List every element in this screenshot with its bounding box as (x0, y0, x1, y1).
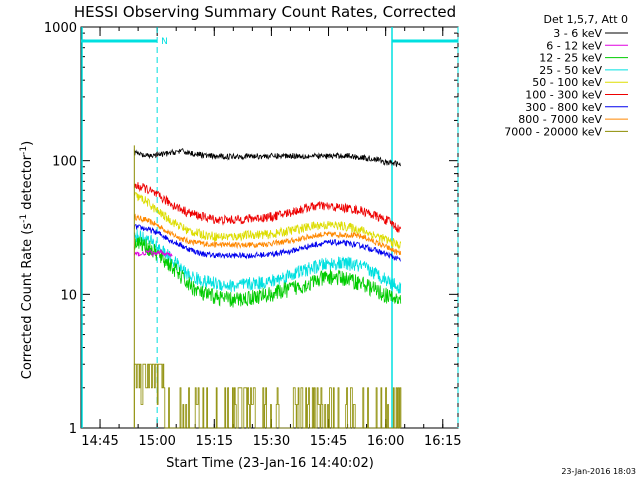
y-axis-label-main: Corrected Count Rate (s (20, 223, 35, 380)
series-line-7000-20000-keV (133, 363, 402, 429)
y-axis-label-sup1: -1 (19, 214, 29, 223)
attenuator-marker-label: N (161, 37, 168, 47)
footer-date: 23-Jan-2016 18:03 (561, 467, 636, 476)
y-tick-label: 1000 (44, 21, 77, 36)
legend-label: 100 - 300 keV (525, 89, 602, 102)
x-axis-label: Start Time (23-Jan-16 14:40:02) (166, 456, 374, 471)
y-axis-label: Corrected Count Rate (s-1 detector-1) (19, 141, 35, 379)
legend-label: 12 - 25 keV (539, 52, 602, 65)
chart-title: HESSI Observing Summary Count Rates, Cor… (74, 3, 456, 21)
y-axis-label-sup2: -1 (19, 146, 29, 155)
series-line-800-7000-keV (133, 213, 402, 255)
series-line-3-6-keV (133, 148, 401, 168)
series-line-6-12-keV (133, 248, 173, 258)
x-tick-label: 15:45 (310, 434, 347, 449)
legend-label: 7000 - 20000 keV (504, 125, 602, 138)
y-tick-label: 100 (52, 155, 77, 170)
x-tick-label: 16:15 (424, 434, 461, 449)
series-line-12-25-keV (133, 236, 402, 308)
x-tick-label: 14:45 (81, 434, 118, 449)
legend-label: 300 - 800 keV (525, 101, 602, 114)
legend-label: 25 - 50 keV (539, 64, 602, 77)
series-line-25-50-keV (134, 229, 402, 294)
series-line-100-300-keV (133, 182, 402, 233)
y-tick-label: 1 (69, 422, 77, 437)
x-tick-label: 15:30 (253, 434, 290, 449)
y-tick-label: 10 (60, 288, 77, 303)
x-tick-label: 16:00 (367, 434, 404, 449)
series-line-50-100-keV (133, 191, 402, 250)
series-line-300-800-keV (133, 224, 401, 262)
y-axis-label-mid: detector (20, 154, 35, 214)
x-tick-label: 15:15 (196, 434, 233, 449)
y-axis-label-end: ) (20, 141, 35, 146)
plot-area: 1 10 100 1000 14:45 15:00 15:15 15:30 15:45 16:00… (44, 21, 462, 449)
legend-label: 50 - 100 keV (532, 76, 602, 89)
legend-label: 6 - 12 keV (546, 39, 602, 52)
x-tick-label: 15:00 (138, 434, 175, 449)
legend-title: Det 1,5,7, Att 0 (544, 13, 628, 26)
legend-label: 800 - 7000 keV (518, 113, 602, 126)
legend-label: 3 - 6 keV (553, 27, 602, 40)
